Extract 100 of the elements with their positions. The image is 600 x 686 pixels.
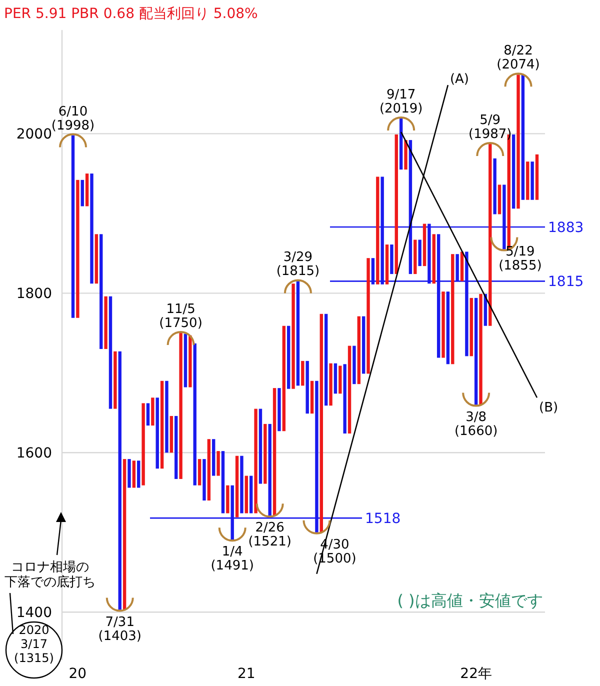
bar: [390, 244, 394, 274]
ytick: 1600: [16, 446, 52, 462]
bar: [272, 388, 276, 516]
bar: [85, 174, 89, 206]
bar: [80, 180, 84, 206]
annotation: (2019): [379, 102, 423, 117]
annotation: 5/9: [480, 113, 501, 128]
bar: [160, 380, 164, 469]
ytick: 1400: [16, 605, 52, 622]
bar: [470, 298, 473, 356]
bar: [179, 333, 182, 479]
annotation: 7/31: [105, 614, 134, 630]
bar: [264, 424, 267, 484]
annotation: 3/29: [283, 250, 313, 266]
bar: [100, 234, 103, 349]
bar: [71, 135, 75, 318]
bar: [516, 74, 520, 209]
annotation: (1521): [248, 534, 292, 550]
xtick: 21: [238, 666, 256, 682]
bar: [362, 316, 366, 374]
bar: [216, 451, 220, 476]
bar: [128, 459, 131, 488]
bar: [418, 240, 422, 266]
annotation: 11/5: [166, 302, 196, 318]
bar: [301, 360, 304, 386]
annotation: 2020: [18, 623, 50, 637]
bar: [198, 459, 202, 486]
bar: [226, 485, 230, 514]
bar: [212, 439, 216, 476]
annotation: 2/26: [255, 520, 284, 536]
bar: [512, 134, 516, 209]
annotation: 9/17: [386, 88, 416, 103]
bar: [324, 314, 328, 406]
bar: [310, 380, 314, 414]
bar: [414, 240, 417, 274]
annotation: (1315): [14, 651, 54, 665]
bar: [235, 456, 239, 518]
bar: [348, 346, 352, 434]
annotation: (1491): [210, 558, 254, 574]
bar: [244, 476, 248, 514]
annotation: 8/22: [504, 44, 533, 59]
xtick: 20: [68, 666, 87, 682]
annotation: 6/10: [58, 104, 88, 120]
bar: [432, 234, 436, 284]
bar: [343, 364, 346, 434]
bar: [250, 476, 253, 514]
bar: [329, 363, 332, 406]
ytick: 2000: [16, 126, 52, 143]
bar: [404, 140, 408, 170]
bar: [334, 363, 338, 394]
annotation: 5/19: [506, 244, 535, 260]
ytick: 1800: [16, 286, 52, 302]
bar: [221, 451, 225, 514]
bar: [122, 459, 126, 610]
bar: [422, 224, 426, 266]
bar: [320, 314, 324, 532]
bar: [184, 334, 188, 388]
bar: [366, 258, 370, 374]
title: PER 5.91 PBR 0.68 配当利回り 5.08%: [4, 6, 258, 22]
bar: [146, 403, 150, 426]
bar: [278, 388, 281, 432]
bar: [535, 154, 539, 200]
bar: [76, 180, 80, 318]
bar: [352, 346, 356, 384]
annotation: 1/4: [222, 544, 243, 560]
bar: [137, 460, 140, 488]
bar: [292, 284, 295, 389]
bar: [399, 118, 403, 170]
refline-label: 1815: [548, 274, 584, 290]
bar: [174, 416, 178, 479]
annotation: (2074): [496, 58, 540, 73]
annotation: 3/17: [20, 637, 48, 651]
bar: [188, 335, 192, 388]
bar: [151, 398, 154, 426]
bar: [394, 134, 398, 274]
annotation: (1750): [159, 316, 202, 332]
bar: [357, 316, 360, 384]
annotation: (1998): [51, 118, 95, 134]
bar: [170, 416, 174, 453]
bar: [114, 351, 117, 409]
bar: [202, 459, 206, 501]
bar: [385, 244, 389, 284]
annotation: (1987): [468, 127, 512, 142]
bar: [254, 408, 258, 514]
bar: [521, 74, 525, 200]
annotation: コロナ相場の下落での底打ち: [4, 560, 96, 590]
bar: [240, 456, 244, 514]
bar: [526, 162, 530, 200]
bar: [296, 281, 300, 386]
bar: [286, 326, 290, 389]
xtick: 22年: [460, 666, 492, 682]
bar: [282, 326, 286, 432]
bar: [488, 144, 492, 326]
bar: [90, 174, 94, 284]
bar: [142, 403, 145, 486]
bar: [165, 380, 168, 453]
bar: [474, 298, 478, 405]
annotation: (1660): [454, 424, 498, 439]
refline-label: 1883: [548, 220, 584, 236]
bar: [493, 158, 496, 214]
